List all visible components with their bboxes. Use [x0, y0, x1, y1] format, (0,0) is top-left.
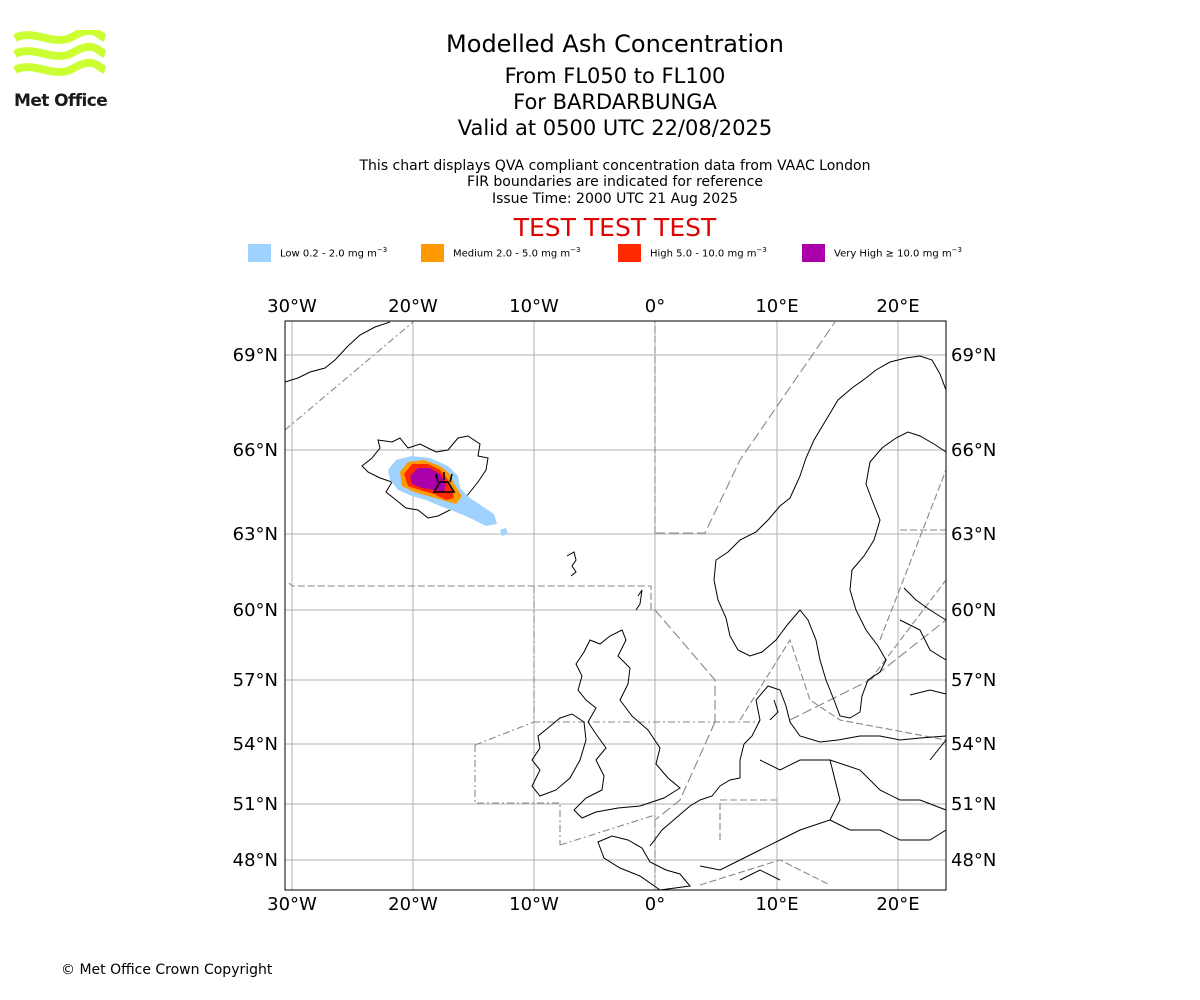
lon-label-0-top: 0° — [645, 296, 665, 317]
test-banner: TEST TEST TEST — [513, 213, 717, 242]
coastlines — [284, 321, 947, 891]
lat-label-51n-right: 51°N — [951, 794, 996, 815]
lat-label-69n-right: 69°N — [951, 345, 996, 366]
copyright-notice: © Met Office Crown Copyright — [61, 962, 273, 978]
lat-label-63n-right: 63°N — [951, 524, 996, 545]
flight-level-range: From FL050 to FL100 — [504, 64, 726, 88]
legend-swatch-low — [248, 244, 271, 262]
lon-label-10e-top: 10°E — [755, 296, 798, 317]
legend-label-medium: Medium 2.0 - 5.0 mg m−3 — [453, 246, 581, 260]
latitude-labels-right: 69°N 66°N 63°N 60°N 57°N 54°N 51°N 48°N — [951, 345, 996, 871]
legend-swatch-high — [618, 244, 641, 262]
lat-label-57n-left: 57°N — [233, 670, 278, 691]
legend-swatch-very-high — [802, 244, 825, 262]
volcano-icon — [432, 472, 456, 493]
issue-time: Issue Time: 2000 UTC 21 Aug 2025 — [491, 191, 739, 207]
longitude-labels-top: 30°W 20°W 10°W 0° 10°E 20°E — [267, 296, 919, 317]
chart-title: Modelled Ash Concentration — [446, 30, 784, 58]
lat-label-57n-right: 57°N — [951, 670, 996, 691]
met-office-logo-text: Met Office — [14, 91, 108, 111]
fir-note: FIR boundaries are indicated for referen… — [467, 174, 763, 190]
met-office-logo — [14, 30, 106, 76]
lat-label-48n-left: 48°N — [233, 850, 278, 871]
fir-boundaries — [284, 321, 947, 886]
qva-note: This chart displays QVA compliant concen… — [359, 158, 871, 174]
lat-label-66n-left: 66°N — [233, 440, 278, 461]
lon-label-20e-top: 20°E — [876, 296, 919, 317]
latitude-labels-left: 69°N 66°N 63°N 60°N 57°N 54°N 51°N 48°N — [233, 345, 278, 871]
legend-label-low: Low 0.2 - 2.0 mg m−3 — [280, 246, 388, 260]
lon-label-10w-bottom: 10°W — [509, 894, 559, 915]
lat-label-54n-right: 54°N — [951, 734, 996, 755]
lon-label-10e-bottom: 10°E — [755, 894, 798, 915]
lon-label-10w-top: 10°W — [509, 296, 559, 317]
lon-label-0-bottom: 0° — [645, 894, 665, 915]
graticule — [285, 321, 946, 890]
lat-label-63n-left: 63°N — [233, 524, 278, 545]
lon-label-20w-top: 20°W — [388, 296, 438, 317]
lat-label-69n-left: 69°N — [233, 345, 278, 366]
volcano-name: For BARDARBUNGA — [513, 90, 717, 114]
legend-label-high: High 5.0 - 10.0 mg m−3 — [650, 246, 767, 260]
valid-time: Valid at 0500 UTC 22/08/2025 — [457, 116, 773, 140]
legend-swatch-medium — [421, 244, 444, 262]
lat-label-66n-right: 66°N — [951, 440, 996, 461]
ash-plume — [388, 456, 508, 536]
lat-label-48n-right: 48°N — [951, 850, 996, 871]
lon-label-20w-bottom: 20°W — [388, 894, 438, 915]
lon-label-30w-top: 30°W — [267, 296, 317, 317]
longitude-labels-bottom: 30°W 20°W 10°W 0° 10°E 20°E — [267, 894, 919, 915]
lat-label-51n-left: 51°N — [233, 794, 278, 815]
lat-label-54n-left: 54°N — [233, 734, 278, 755]
legend-label-very-high: Very High ≥ 10.0 mg m−3 — [834, 246, 962, 260]
lat-label-60n-right: 60°N — [951, 600, 996, 621]
lat-label-60n-left: 60°N — [233, 600, 278, 621]
map-frame — [284, 320, 947, 891]
lon-label-20e-bottom: 20°E — [876, 894, 919, 915]
lon-label-30w-bottom: 30°W — [267, 894, 317, 915]
